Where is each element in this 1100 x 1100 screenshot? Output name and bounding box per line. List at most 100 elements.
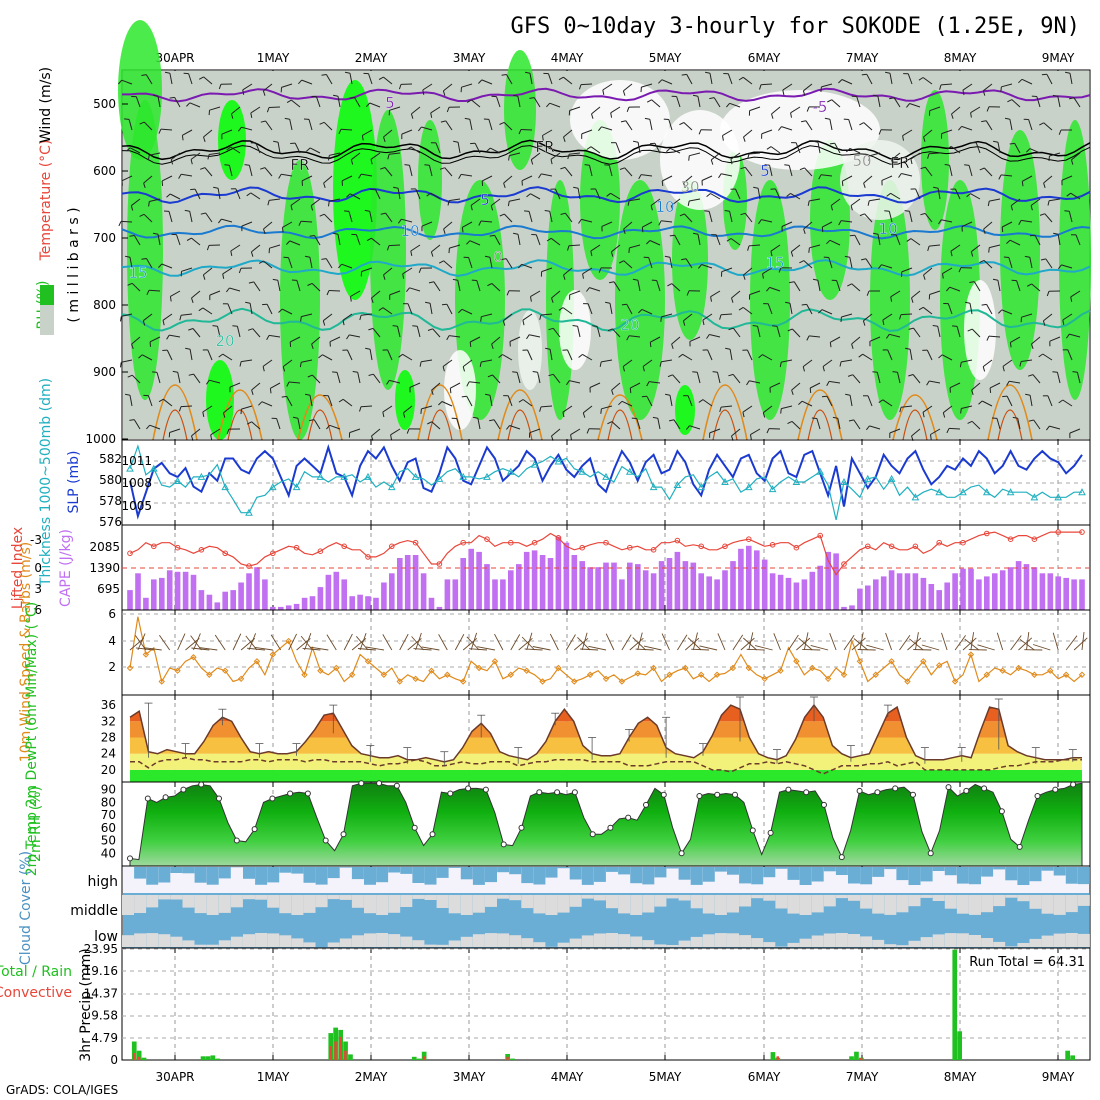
cape-bar: [404, 555, 411, 610]
wind-barb-10m: [577, 636, 591, 651]
wind-barb-10m: [899, 635, 911, 651]
barb-flag: [1021, 181, 1024, 187]
date-label-top: 7MAY: [846, 51, 879, 65]
barb-staff: [301, 359, 313, 363]
barb-flag: [1018, 78, 1023, 84]
barb-staff: [309, 257, 313, 269]
barb-staff: [191, 290, 201, 299]
barb-staff: [986, 304, 993, 315]
barb-flag: [452, 278, 458, 281]
barb-flag: [682, 320, 686, 326]
cape-bar: [389, 573, 395, 610]
li-marker: [674, 537, 681, 544]
barb-flag: [790, 112, 792, 118]
rh-blob: [518, 310, 542, 390]
barb-staff: [901, 405, 913, 408]
barb-flag: [992, 278, 998, 281]
wind-speed-marker: [444, 671, 451, 678]
cloud-mid-bar: [424, 895, 437, 900]
barb-flag: [1004, 117, 1010, 120]
precip-total-bar: [510, 1058, 515, 1060]
precip-convective-bar: [329, 1046, 332, 1060]
temp-bands: [130, 705, 1082, 782]
barb-staff: [744, 166, 753, 177]
rh-marker: [874, 789, 881, 796]
barb-flag: [371, 297, 374, 303]
barb-flag: [512, 232, 519, 235]
barb-staff: [131, 282, 141, 292]
barb-staff: [637, 142, 641, 154]
barb-flag: [321, 258, 327, 260]
cape-bar: [143, 597, 149, 610]
cape-bar: [547, 558, 554, 610]
cloud-high-bar: [981, 867, 994, 877]
wind-barb-10m: [740, 637, 755, 651]
barb-flag: [927, 153, 930, 159]
cloud-low-bar: [1053, 933, 1066, 947]
barb-staff: [656, 280, 661, 292]
wind-barb-10m: [343, 633, 353, 651]
cape-bar: [817, 565, 823, 610]
precip-convective-bar: [860, 1058, 863, 1060]
barb-staff: [181, 173, 193, 177]
barb-staff: [389, 152, 401, 155]
barb-staff: [1049, 152, 1061, 157]
barb-staff: [130, 147, 141, 154]
barb-flag: [446, 335, 450, 341]
barb-staff: [804, 167, 813, 177]
wind-barb-10m: [232, 633, 242, 651]
barb-staff: [949, 165, 953, 177]
isotherm-15: [121, 259, 1091, 277]
barb-staff: [849, 147, 861, 154]
rh-tick-label: 40: [101, 846, 116, 860]
barb-staff: [205, 212, 213, 223]
barb-staff: [449, 335, 461, 338]
barb-staff: [897, 372, 901, 384]
li-marker: [1055, 529, 1061, 535]
barb-flag: [606, 192, 611, 197]
cloud-low-bar: [848, 934, 860, 947]
barb-staff: [567, 349, 573, 361]
barb-flag: [670, 205, 673, 211]
barb-flag: [438, 260, 444, 264]
barb-staff: [881, 264, 893, 269]
cloud-high-bar: [146, 867, 159, 885]
barb-staff: [710, 152, 721, 161]
cloud-low-bar: [279, 935, 292, 947]
cloud-low-bar: [908, 940, 921, 947]
cloud-mid-bar: [823, 895, 836, 907]
wind-tick-label: 6: [108, 607, 116, 621]
warm-contour-inner: [307, 409, 333, 441]
barb-staff: [806, 304, 813, 315]
cape-bar: [349, 596, 355, 610]
barb-flag: [466, 240, 471, 245]
barb-flag: [692, 232, 699, 235]
barb-staff: [502, 354, 513, 361]
barb-staff: [415, 188, 421, 200]
barb-staff: [748, 152, 761, 155]
barb-staff: [969, 303, 973, 315]
li-marker: [698, 543, 705, 550]
cloud-mid-bar: [364, 895, 376, 914]
rh-marker: [678, 850, 685, 857]
barb-staff: [146, 258, 153, 269]
barb-staff: [602, 83, 613, 91]
barb-flag: [872, 232, 879, 235]
barb-staff: [989, 382, 1001, 389]
barb-flag: [245, 301, 251, 304]
wind-speed-marker: [333, 664, 340, 672]
wind-speed-line: [129, 616, 1083, 684]
cloud-low-bar: [654, 944, 667, 947]
barb-flag: [213, 186, 219, 189]
barb-flag: [845, 393, 851, 396]
barb-flag: [604, 301, 611, 304]
barb-flag: [812, 278, 818, 281]
barb-flag: [380, 167, 386, 170]
barb-flag: [621, 303, 627, 306]
barb-staff: [612, 328, 621, 338]
barb-flag: [548, 327, 554, 331]
barb-staff: [281, 173, 293, 177]
barb-staff: [852, 374, 861, 384]
barb-flag: [480, 316, 482, 322]
wind-barb-10m: [1018, 637, 1033, 651]
